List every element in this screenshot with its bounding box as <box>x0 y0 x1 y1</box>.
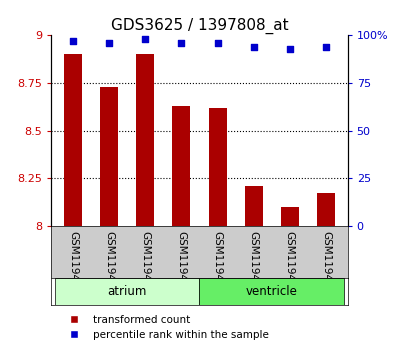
FancyBboxPatch shape <box>55 278 199 305</box>
Text: GSM119429: GSM119429 <box>321 231 331 294</box>
Bar <box>317 193 335 225</box>
Title: GDS3625 / 1397808_at: GDS3625 / 1397808_at <box>111 18 288 34</box>
Point <box>323 44 329 50</box>
Bar <box>281 207 299 225</box>
Text: ventricle: ventricle <box>246 285 298 298</box>
Text: GSM119428: GSM119428 <box>285 231 295 294</box>
Text: GSM119424: GSM119424 <box>140 231 150 294</box>
Point <box>250 44 257 50</box>
Bar <box>100 87 118 225</box>
FancyBboxPatch shape <box>199 278 344 305</box>
Text: GSM119423: GSM119423 <box>104 231 114 294</box>
Text: atrium: atrium <box>107 285 147 298</box>
Text: GSM119425: GSM119425 <box>177 231 186 294</box>
Bar <box>172 106 190 225</box>
Text: GSM119427: GSM119427 <box>249 231 259 294</box>
Point <box>70 38 76 44</box>
Legend: transformed count, percentile rank within the sample: transformed count, percentile rank withi… <box>60 310 273 344</box>
Point <box>178 40 184 46</box>
Text: GSM119422: GSM119422 <box>68 231 78 294</box>
Bar <box>64 55 82 225</box>
Bar <box>209 108 227 225</box>
Bar <box>136 55 154 225</box>
Point <box>106 40 112 46</box>
Bar <box>245 186 263 225</box>
Point <box>214 40 221 46</box>
Text: GSM119426: GSM119426 <box>213 231 222 294</box>
Point <box>142 36 149 42</box>
Point <box>287 46 293 52</box>
